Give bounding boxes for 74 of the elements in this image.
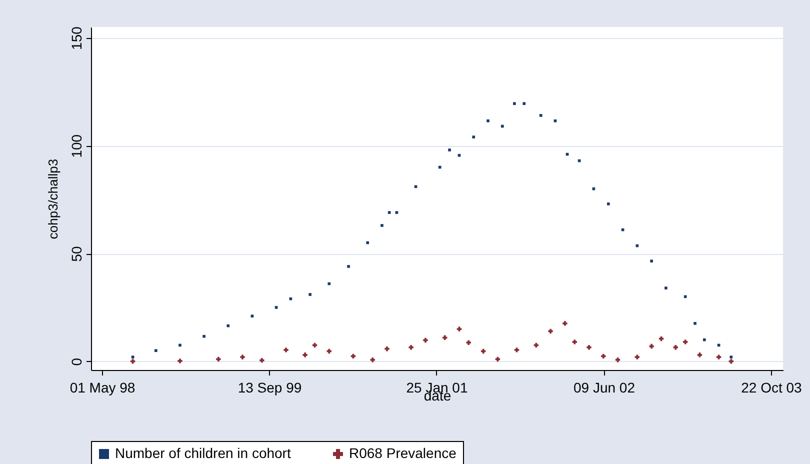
point [284,348,288,352]
point [534,342,539,348]
point [328,282,331,286]
point [178,344,182,347]
point [601,354,606,359]
point [250,314,254,318]
point [178,358,182,364]
point [226,324,230,328]
point [423,338,428,343]
point [480,348,486,354]
point [522,102,526,105]
point [684,295,687,298]
point [649,344,654,349]
legend-label: R068 Prevalence [349,445,457,461]
x-tick-label: 09 Jun 02 [573,380,636,396]
x-tick-label: 22 Oct 03 [741,380,802,396]
point [634,354,640,360]
point [694,322,696,325]
point [486,119,490,122]
point [414,185,418,188]
point [370,358,375,362]
point [408,345,414,350]
point [456,326,462,332]
point [548,328,553,334]
x-tick-label: 13 Sep 99 [238,380,302,396]
point [274,306,278,309]
point [202,334,206,338]
point [388,211,391,214]
point [448,148,451,152]
point [554,119,557,122]
point [682,340,688,344]
point [384,346,390,352]
point [154,349,158,352]
point [500,124,504,128]
point [562,321,568,326]
point [308,293,312,296]
point [650,260,653,262]
point [702,338,706,342]
point [380,224,384,227]
point [664,286,668,290]
point [130,359,136,364]
y-axis-title: cohp3/challp3 [46,158,60,240]
point [438,166,442,169]
point [442,335,448,340]
y-tick-label: 0 [68,358,84,366]
point [615,358,620,362]
point [572,340,577,344]
point [606,202,610,206]
y-tick-label: 150 [68,26,84,50]
point [458,154,461,157]
point [697,352,702,358]
point [514,348,520,352]
point [366,241,370,244]
point [466,340,471,345]
point [131,356,134,358]
point [472,136,476,138]
y-tick-label: 50 [68,246,84,262]
point [326,348,332,354]
point [260,358,264,363]
point [513,102,516,105]
point [395,211,398,214]
y-tick-label: 100 [68,134,84,158]
point [673,345,678,350]
point [216,356,221,362]
x-tick-label: 01 May 98 [70,380,136,396]
point [716,354,722,360]
point [728,359,734,364]
point [539,114,542,117]
point [302,352,308,358]
point [730,356,733,358]
point [240,354,245,360]
legend-label: Number of children in cohort [115,445,291,461]
point [347,265,350,268]
point [586,345,592,350]
